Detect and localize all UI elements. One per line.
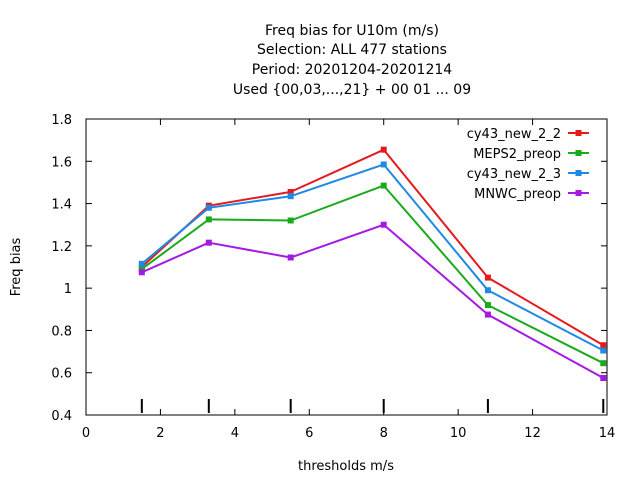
legend-label: MNWC_preop <box>474 187 561 202</box>
title-line-1: Freq bias for U10m (m/s) <box>265 23 439 39</box>
data-point <box>287 193 294 200</box>
title-line-4: Used {00,03,...,21} + 00 01 ... 09 <box>233 82 471 98</box>
x-tick-label: 10 <box>450 426 467 441</box>
data-point <box>380 161 387 168</box>
data-point <box>287 217 294 224</box>
y-axis-label: Freq bias <box>9 237 24 296</box>
title-line-3: Period: 20201204-20201214 <box>252 62 452 78</box>
data-point <box>138 269 145 276</box>
data-point <box>380 146 387 153</box>
chart-title: Freq bias for U10m (m/s) Selection: ALL … <box>233 23 471 98</box>
data-point <box>287 254 294 261</box>
y-tick-label: 1.8 <box>51 113 72 128</box>
data-point <box>380 182 387 189</box>
x-tick-label: 12 <box>524 426 541 441</box>
data-point <box>484 274 491 281</box>
y-tick-label: 0.8 <box>51 324 72 339</box>
x-axis: 0 2 4 6 8 10 12 14 <box>82 119 615 441</box>
series-MEPS2_preop <box>138 182 607 367</box>
legend-item: MEPS2_preop <box>473 147 589 162</box>
series-line <box>141 184 604 365</box>
legend-item: cy43_new_2_2 <box>467 127 589 142</box>
y-tick-label: 1.2 <box>51 240 72 255</box>
x-tick-label: 8 <box>380 426 388 441</box>
data-point <box>600 347 607 354</box>
data-point <box>205 216 212 223</box>
data-point <box>138 260 145 267</box>
y-axis: 0.4 0.6 0.8 1 1.2 1.4 1.6 1.8 <box>51 113 607 424</box>
data-point <box>205 204 212 211</box>
x-tick-label: 0 <box>82 426 90 441</box>
legend: cy43_new_2_2 MEPS2_preop cy43_new_2_3 MNWC_… <box>467 127 589 202</box>
plot-area <box>85 118 608 416</box>
x-tick-label: 6 <box>305 426 313 441</box>
x-axis-label: thresholds m/s <box>298 459 394 474</box>
series-MNWC_preop <box>138 221 607 381</box>
data-point <box>600 375 607 381</box>
data-point <box>484 287 491 294</box>
series-layer <box>138 146 607 381</box>
legend-marker <box>575 150 582 156</box>
series-line <box>141 163 604 352</box>
legend-marker <box>575 170 582 176</box>
x-tick-label: 2 <box>156 426 164 441</box>
x-tick-label: 14 <box>599 426 616 441</box>
legend-label: cy43_new_2_2 <box>467 127 561 142</box>
data-point <box>138 266 145 273</box>
data-point <box>484 311 491 318</box>
y-tick-label: 1 <box>64 282 72 297</box>
data-point <box>205 239 212 246</box>
legend-label: MEPS2_preop <box>473 147 561 162</box>
series-cy43_new_2_3 <box>138 161 607 354</box>
y-tick-label: 0.4 <box>51 409 72 424</box>
legend-label: cy43_new_2_3 <box>467 167 561 182</box>
legend-marker <box>575 190 582 196</box>
threshold-markers <box>140 399 605 413</box>
data-point <box>380 221 387 228</box>
data-point <box>600 342 607 349</box>
title-line-2: Selection: ALL 477 stations <box>257 42 447 58</box>
legend-item: MNWC_preop <box>474 187 589 202</box>
data-point <box>484 302 491 309</box>
data-point <box>287 188 294 195</box>
y-tick-label: 1.6 <box>51 155 72 170</box>
data-point <box>600 360 607 367</box>
legend-item: cy43_new_2_3 <box>467 167 589 182</box>
legend-marker <box>575 130 582 136</box>
series-line <box>141 223 604 379</box>
plot-border <box>85 118 608 416</box>
x-tick-label: 4 <box>231 426 239 441</box>
y-tick-label: 1.4 <box>51 198 72 213</box>
y-tick-label: 0.6 <box>51 367 72 382</box>
